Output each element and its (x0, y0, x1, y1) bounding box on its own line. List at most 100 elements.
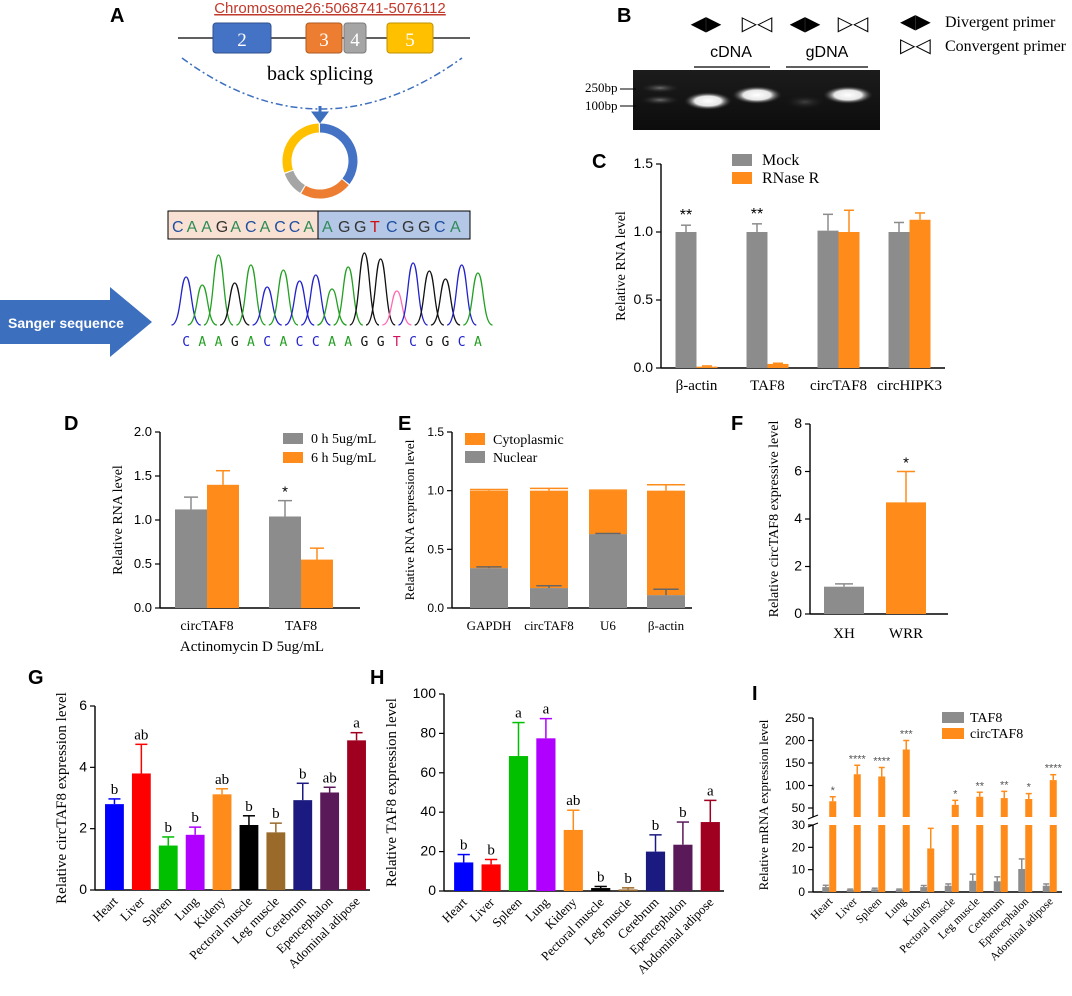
chart-g-group-letter: b (191, 810, 199, 826)
chart-e-x-label: circTAF8 (524, 618, 574, 633)
chart-g-bar (212, 794, 232, 890)
chart-i-bar-taf8 (944, 885, 952, 892)
chart-g-bar (293, 800, 313, 890)
gdna-convergent-marks: ▷◁ (838, 13, 869, 35)
panel-e: E 0.0 0.5 1.0 1.5 Relative RNA expression le… (398, 413, 692, 633)
junction-base: G (338, 219, 350, 236)
chart-i-legend-circ: circTAF8 (970, 727, 1023, 742)
sanger-arrow (0, 287, 152, 357)
chart-c-bar-rnase-r (767, 363, 789, 368)
chart-i-bar-circtaf8-lower (976, 825, 984, 892)
junction-base: G (402, 219, 414, 236)
chart-g-group-letter: b (299, 766, 307, 782)
chromatogram-peak (284, 280, 315, 326)
panel-letter-f: F (731, 413, 743, 435)
chart-i-bar-circtaf8-upper (829, 801, 837, 817)
chromosome-label: Chromosome26:5068741-5076112 (214, 0, 446, 17)
chart-e-legend-nuclear: Nuclear (493, 451, 538, 466)
chromatogram-peak (365, 258, 396, 326)
chart-i-significance: * (831, 785, 836, 797)
chart-c-legend-mock: Mock (762, 152, 799, 169)
chart-c-legend-swatch-rnase (732, 172, 752, 184)
chromatogram-peak (187, 284, 218, 326)
exon-2 (212, 22, 272, 54)
sanger-chromatogram (171, 252, 493, 326)
chart-h-y-tick-label: 40 (420, 803, 436, 819)
sanger-base: G (442, 335, 450, 350)
junction-base: C (274, 219, 286, 236)
chromatogram-peak (382, 290, 412, 326)
chart-c-bar-rnase-r (696, 366, 718, 368)
chart-i-bar-taf8 (895, 889, 903, 892)
chart-f-y-tick-label: 2 (794, 558, 802, 574)
chart-g-y-tick-label: 6 (79, 697, 87, 713)
chart-i-y-tick-label: 0 (798, 885, 805, 899)
panel-letter-a: A (110, 5, 124, 27)
chart-g-group-letter: a (353, 716, 360, 732)
chart-g-y-label: Relative circTAF8 expression level (54, 692, 70, 904)
chart-g-bar (266, 832, 286, 890)
legend-divergent-label: Divergent primer (945, 14, 1056, 31)
chart-e-legend-cyto: Cytoplasmic (493, 433, 564, 448)
chart-g-y-tick-label: 4 (79, 758, 87, 774)
chart-h-bar (645, 851, 666, 891)
ring-segment-exon2 (319, 123, 358, 185)
chart-i-significance: **** (849, 753, 867, 765)
back-splicing-label: back splicing (267, 63, 373, 85)
exon-4-label: 4 (350, 30, 360, 51)
chart-d-bar (207, 484, 239, 608)
down-arrow-icon (311, 106, 329, 124)
sanger-base: A (474, 335, 482, 350)
chart-g-group-letter: b (272, 806, 280, 822)
panel-g: G 0 2 4 6 Relative circTAF8 expression level… (28, 667, 370, 971)
chart-e-bar-nuclear (530, 588, 568, 608)
chart-i-legend-swatch-taf8 (942, 712, 964, 723)
chart-i-y-label: Relative mRNA expression level (756, 719, 771, 890)
gdna-convergent-band (823, 86, 873, 104)
chart-i-bar-circtaf8-upper (1025, 799, 1033, 817)
chart-g-group-letter: ab (323, 770, 337, 786)
chart-e-y-tick-label: 1.0 (427, 484, 444, 498)
chart-g-bar (131, 773, 151, 890)
chart-d-legend-6h: 6 h 5ug/mL (311, 451, 376, 466)
junction-right-box (317, 210, 471, 240)
chart-g-group-letter: b (245, 799, 253, 815)
chart-f-y-tick-label: 0 (794, 605, 802, 621)
chart-i-break-mark (807, 814, 819, 820)
sanger-base: A (247, 335, 255, 350)
chart-f-bar (824, 586, 864, 614)
gdna-divergent-marks: ◀▶ (790, 13, 821, 35)
exon-5-label: 5 (405, 30, 415, 51)
chart-i-y-tick-label: 50 (792, 801, 806, 815)
junction-base: C (386, 219, 398, 236)
chart-d-bar (175, 509, 207, 608)
chromatogram-peak (398, 262, 428, 326)
chromatogram-peak (236, 264, 266, 326)
chart-i-bar-circtaf8-lower (902, 825, 910, 892)
chart-i-x-label: Heart (809, 895, 836, 922)
chart-i-y-tick-label: 30 (792, 818, 806, 832)
sanger-base: G (377, 335, 385, 350)
chart-i-x-label: Spleen (854, 895, 885, 926)
chart-h-group-letter: a (707, 783, 714, 799)
sanger-base: C (263, 335, 271, 350)
chart-i-bar-taf8 (822, 887, 830, 892)
chart-g-group-letter: b (111, 782, 119, 798)
sanger-label: Sanger sequence (8, 315, 124, 331)
panel-letter-c: C (592, 151, 606, 173)
cdna-label: cDNA (710, 44, 752, 61)
chart-f-x-label: XH (833, 626, 855, 642)
panel-f: F 0 2 4 6 8 Relative circTAF8 expressive leve… (731, 413, 948, 642)
chart-e-bar-nuclear (589, 534, 627, 608)
panel-letter-e: E (398, 413, 411, 435)
panel-i: I 0 10 20 30 50 100 150 200 250 Relative mRNA exp… (752, 683, 1063, 964)
chart-i-bar-circtaf8-lower (1000, 825, 1008, 892)
chromatogram-peak (171, 276, 202, 326)
sanger-base: G (231, 335, 239, 350)
chart-h-y-tick-label: 0 (428, 882, 436, 898)
sanger-base: G (361, 335, 369, 350)
sanger-base: C (312, 335, 320, 350)
chart-h-bar (591, 888, 611, 891)
chart-c-y-tick-label: 0.5 (634, 291, 654, 307)
sanger-base: A (328, 335, 336, 350)
